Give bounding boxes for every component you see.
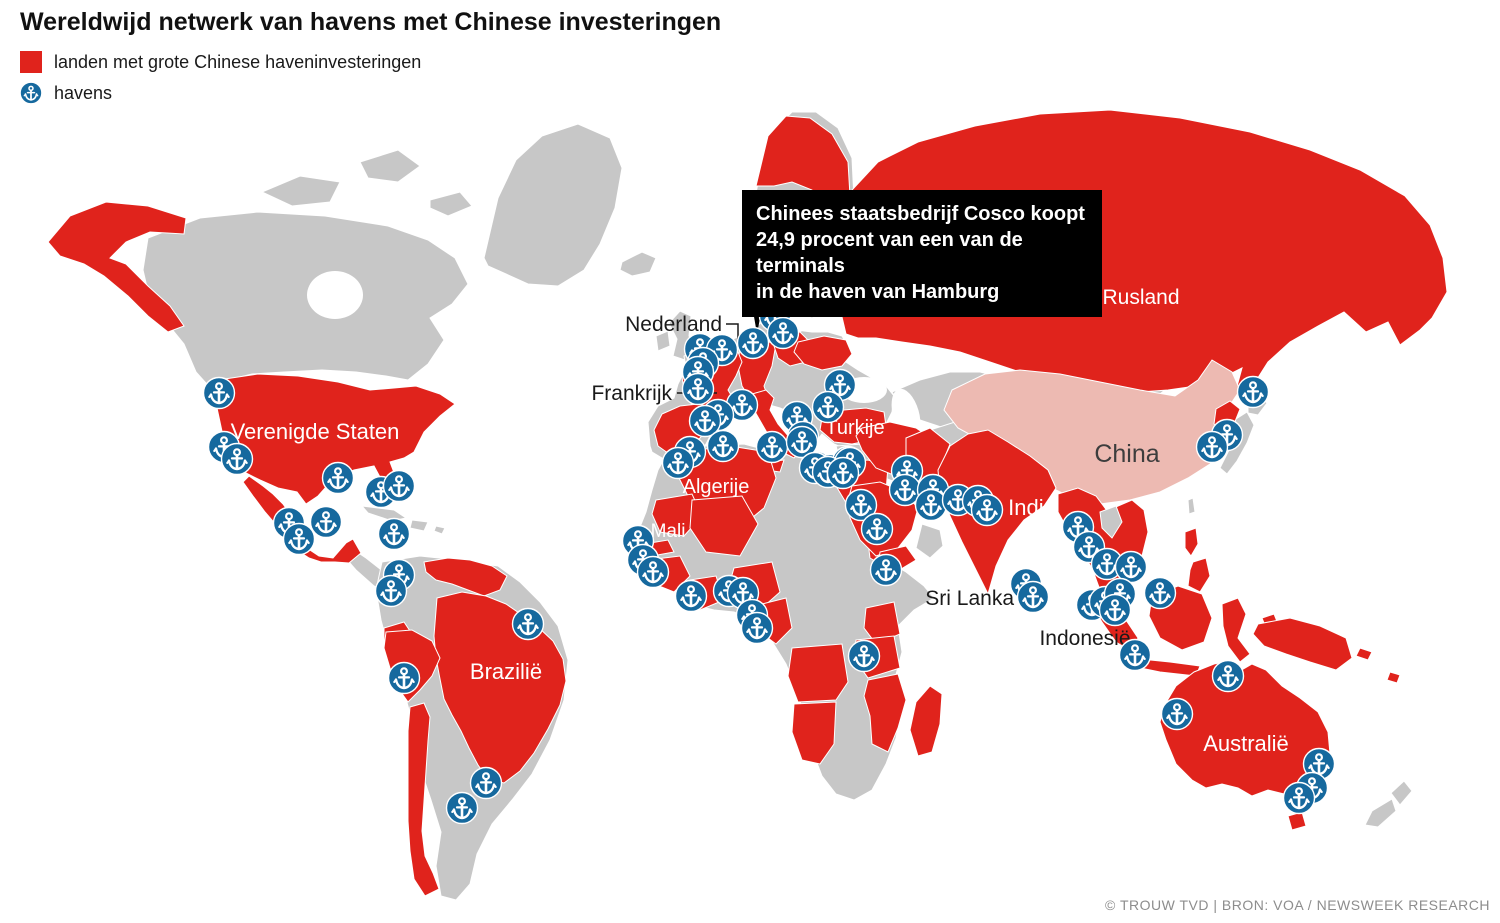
- port-marker: [1195, 430, 1229, 464]
- alaska: [47, 201, 187, 333]
- philippines-luzon: [1184, 527, 1199, 557]
- vanuatu: [1386, 671, 1401, 684]
- port-marker: [1282, 781, 1316, 815]
- port-marker: [766, 316, 800, 350]
- angola: [787, 643, 849, 703]
- arctic-island: [260, 175, 341, 207]
- canada: [142, 211, 469, 393]
- legend-countries: landen met grote Chinese haveninvesterin…: [20, 51, 721, 73]
- map-label-indonesi-: Indonesië: [1039, 627, 1130, 650]
- venezuela-guyanas: [423, 557, 508, 597]
- port-marker: [382, 469, 416, 503]
- map-label-verenigde-staten: Verenigde Staten: [231, 419, 400, 444]
- port-marker: [826, 456, 860, 490]
- map-label-brazili-: Brazilië: [470, 659, 542, 684]
- port-marker: [706, 429, 740, 463]
- port-marker: [511, 607, 545, 641]
- hamburg-callout: Chinees staatsbedrijf Cosco koopt 24,9 p…: [742, 190, 1102, 317]
- map-label-india: India: [1008, 495, 1056, 520]
- iceland: [619, 251, 657, 277]
- port-marker: [377, 517, 411, 551]
- port-marker: [309, 505, 343, 539]
- port-marker: [374, 574, 408, 608]
- namibia: [791, 701, 837, 765]
- map-label-australi-: Australië: [1203, 731, 1289, 756]
- anchor-icon: [20, 82, 42, 104]
- port-marker: [740, 611, 774, 645]
- mozambique: [863, 673, 907, 753]
- source-credit: © TROUW TVD | BRON: VOA / NEWSWEEK RESEA…: [1105, 897, 1490, 913]
- map-label-mali: Mali: [651, 521, 686, 542]
- map-label-rusland: Rusland: [1102, 286, 1179, 309]
- port-marker: [914, 488, 948, 522]
- map-label-turkije: Turkije: [825, 417, 884, 439]
- country-labels: Verenigde Staten Brazilië Rusland Nederland…: [231, 286, 1289, 756]
- arctic-island: [429, 191, 473, 217]
- map-label-china: China: [1094, 440, 1159, 468]
- ukraine: [793, 335, 853, 371]
- map-label-nederland: Nederland: [625, 313, 722, 336]
- oman: [915, 523, 944, 559]
- port-marker: [736, 326, 770, 360]
- new-zealand-north: [1390, 780, 1413, 806]
- port-marker: [847, 639, 881, 673]
- port-marker: [445, 791, 479, 825]
- map-label-sri-lanka: Sri Lanka: [925, 587, 1014, 610]
- port-marker: [220, 442, 254, 476]
- port-marker: [869, 553, 903, 587]
- port-marker: [1098, 593, 1132, 627]
- label-leader-line: [726, 323, 739, 339]
- map-label-algerije: Algerije: [683, 476, 750, 498]
- taiwan: [1187, 497, 1196, 515]
- philippines-mindanao: [1187, 557, 1211, 593]
- port-marker: [681, 372, 715, 406]
- laos-over: [1099, 505, 1123, 539]
- port-marker: [1211, 659, 1245, 693]
- port-marker: [636, 555, 670, 589]
- port-marker: [970, 493, 1004, 527]
- port-marker: [811, 390, 845, 424]
- port-marker: [1236, 375, 1270, 409]
- map-label-frankrijk: Frankrijk: [591, 382, 672, 405]
- legend-countries-label: landen met grote Chinese haveninvesterin…: [54, 51, 422, 72]
- port-marker: [1016, 580, 1050, 614]
- red-square-swatch: [20, 51, 42, 73]
- port-marker: [387, 661, 421, 695]
- madagascar: [909, 685, 943, 757]
- port-marker: [661, 446, 695, 480]
- mali: [689, 495, 759, 557]
- port-marker: [469, 766, 503, 800]
- puerto-rico: [433, 525, 446, 535]
- port-marker: [1143, 576, 1177, 610]
- port-marker: [755, 430, 789, 464]
- new-zealand-south: [1364, 798, 1397, 828]
- sulawesi: [1221, 597, 1251, 663]
- port-marker: [1118, 638, 1152, 672]
- header: Wereldwijd netwerk van havens met Chines…: [20, 8, 721, 113]
- legend-ports: havens: [20, 82, 721, 104]
- port-marker: [202, 376, 236, 410]
- hispaniola: [409, 519, 429, 532]
- port-marker: [321, 461, 355, 495]
- mauritania: [651, 493, 703, 537]
- greenland: [483, 123, 623, 287]
- port-marker: [1160, 697, 1194, 731]
- port-marker: [674, 579, 708, 613]
- papua-new-guinea: [1252, 617, 1353, 671]
- page-title: Wereldwijd netwerk van havens met Chines…: [20, 8, 722, 36]
- legend-ports-label: havens: [54, 82, 113, 103]
- chile: [407, 702, 440, 897]
- solomon-islands: [1355, 647, 1373, 661]
- tasmania: [1287, 811, 1307, 831]
- port-marker: [282, 522, 316, 556]
- ireland: [655, 330, 671, 352]
- port-marker: [860, 512, 894, 546]
- arctic-island: [359, 149, 421, 183]
